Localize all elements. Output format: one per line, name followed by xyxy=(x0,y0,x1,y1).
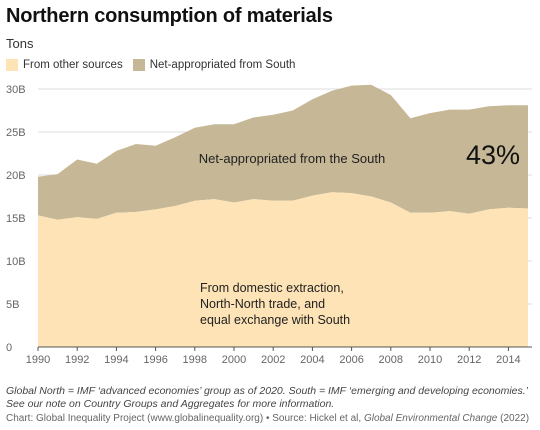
area-net-appropriated xyxy=(38,84,528,220)
legend-swatch-other-sources xyxy=(6,59,18,71)
y-tick-label: 20B xyxy=(6,170,26,182)
x-tick-label: 2014 xyxy=(496,354,520,366)
legend-item-other-sources: From other sources xyxy=(6,59,123,71)
y-tick-label: 30B xyxy=(6,84,26,96)
y-tick-label: 5B xyxy=(6,299,19,311)
legend-swatch-net-appropriated xyxy=(132,59,145,71)
footnote: Global North = IMF ‘advanced economies’ … xyxy=(6,385,528,410)
x-tick-label: 2006 xyxy=(339,354,363,366)
x-tick-label: 1992 xyxy=(65,354,89,366)
legend-item-net-appropriated: Net-appropriated from South xyxy=(132,59,296,71)
x-tick-label: 1990 xyxy=(26,354,50,366)
legend: From other sources Net-appropriated from… xyxy=(6,59,305,71)
credit-prefix: Chart: Global Inequality Project (www.gl… xyxy=(6,413,364,424)
x-tick-label: 2000 xyxy=(222,354,246,366)
annotation-other-sources-line: From domestic extraction, xyxy=(200,281,344,295)
x-tick-label: 2002 xyxy=(261,354,285,366)
legend-label-net-appropriated: Net-appropriated from South xyxy=(149,59,296,71)
x-tick-label: 2008 xyxy=(379,354,403,366)
x-tick-label: 1996 xyxy=(143,354,167,366)
annotation-net-appropriated: Net-appropriated from the South xyxy=(199,151,385,166)
y-tick-label: 0 xyxy=(6,342,12,354)
x-tick-label: 2004 xyxy=(300,354,324,366)
annotation-other-sources-line: equal exchange with South xyxy=(200,313,350,327)
annotation-percent: 43% xyxy=(466,140,520,170)
chart-credit: Chart: Global Inequality Project (www.gl… xyxy=(6,413,529,424)
legend-label-other-sources: From other sources xyxy=(23,59,123,71)
chart-title: Northern consumption of materials xyxy=(6,5,333,27)
y-tick-label: 25B xyxy=(6,127,26,139)
x-tick-label: 1998 xyxy=(183,354,207,366)
x-tick-label: 1994 xyxy=(104,354,128,366)
credit-suffix: (2022) xyxy=(497,413,530,424)
x-tick-label: 2012 xyxy=(457,354,481,366)
annotation-other-sources-line: North-North trade, and xyxy=(200,297,325,311)
y-tick-label: 15B xyxy=(6,213,26,225)
credit-journal: Global Environmental Change xyxy=(363,413,498,424)
chart-subtitle: Tons xyxy=(6,36,34,51)
y-tick-label: 10B xyxy=(6,256,26,268)
x-tick-label: 2010 xyxy=(418,354,442,366)
area-other-sources xyxy=(38,192,528,347)
